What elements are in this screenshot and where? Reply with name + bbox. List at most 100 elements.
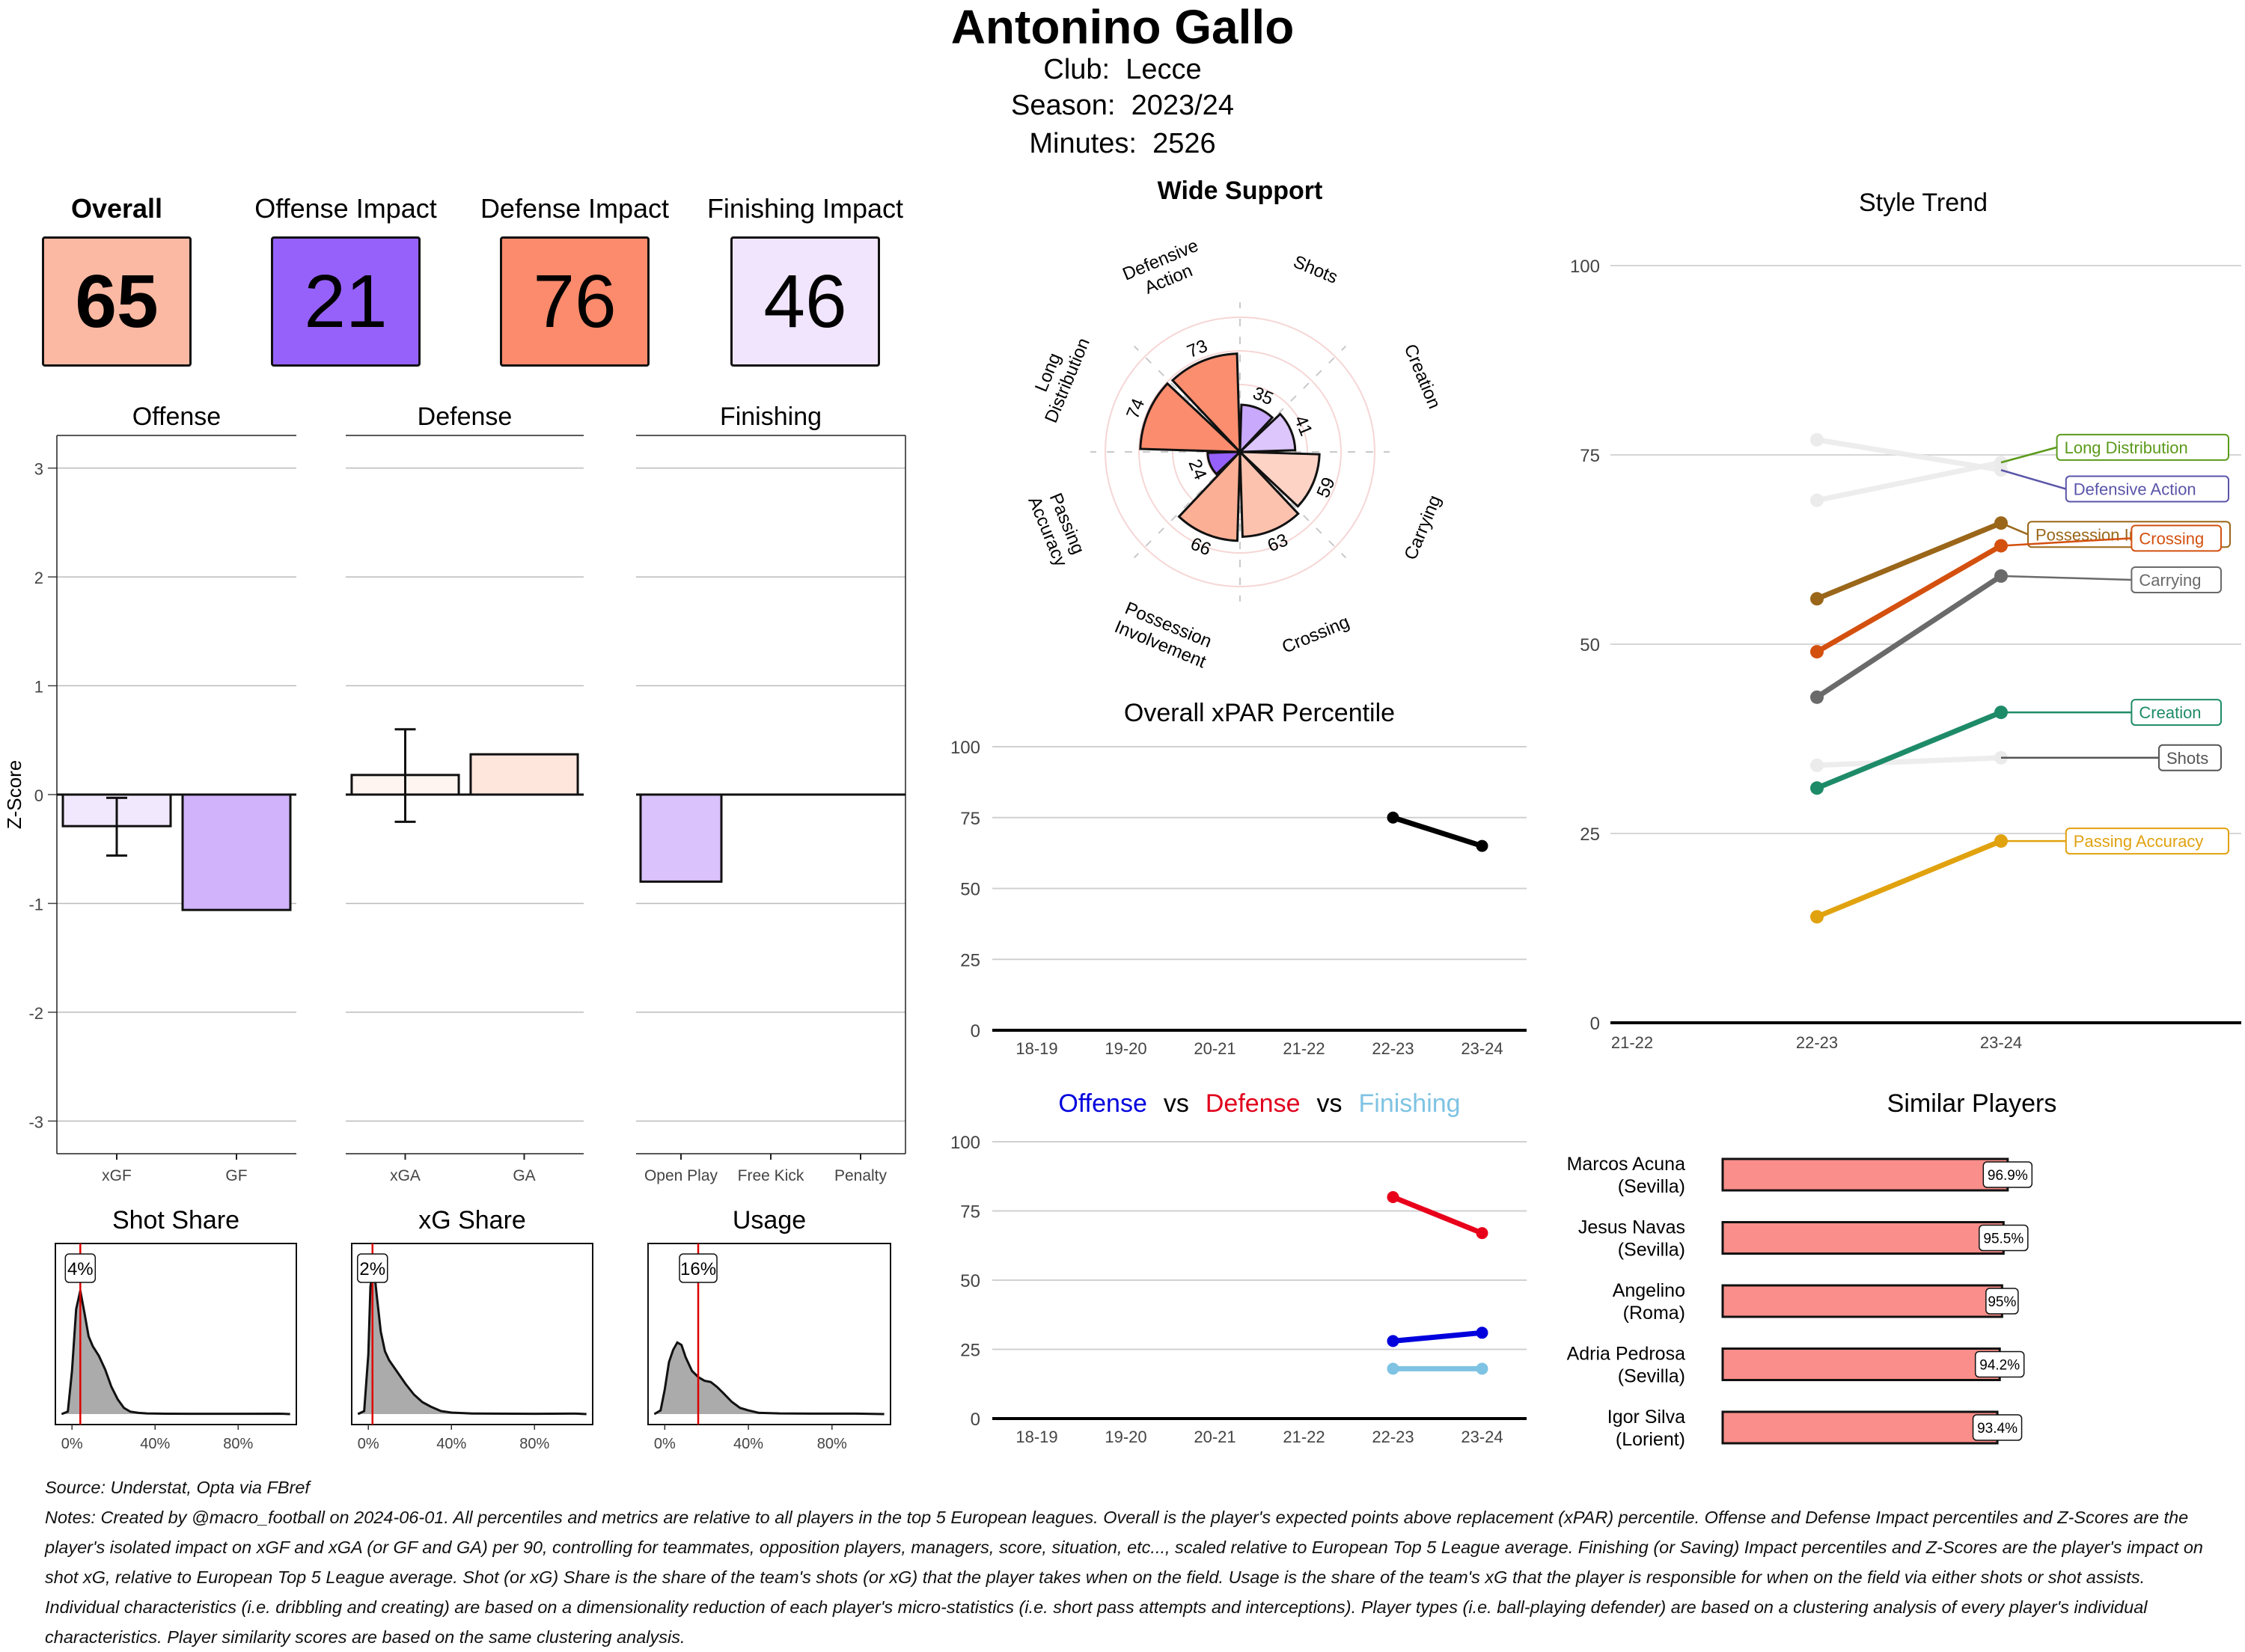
x-tick-label: 0%: [358, 1436, 379, 1452]
series-defensive-action: Defensive Action: [1810, 432, 2229, 503]
panel-border: [351, 1243, 593, 1425]
panel-title: Finishing: [720, 403, 822, 431]
y-tick-label: -1: [28, 895, 43, 914]
x-tick-label: 0%: [654, 1436, 676, 1452]
radar-category-label: DefensiveAction: [1120, 236, 1209, 305]
x-tick-label: 20-21: [1194, 1039, 1235, 1058]
radar-value-label: 59: [1313, 474, 1340, 501]
panel-title: Shot Share: [112, 1206, 239, 1235]
kpi-label: Offense Impact: [254, 193, 437, 224]
series-label: Carrying: [2139, 571, 2201, 590]
y-tick-label: 100: [950, 1133, 980, 1153]
x-tick-label: 40%: [436, 1436, 466, 1452]
y-tick-label: 1: [34, 678, 43, 697]
series-defense: [1387, 1191, 1488, 1240]
zscore-panel-defense: Defense xGA GA: [346, 403, 584, 1184]
density-panel-shot-share: Shot Share 4% 0% 40% 80%: [55, 1206, 297, 1452]
series-finishing: [1387, 1362, 1488, 1375]
similarity-label: 95%: [1988, 1294, 2016, 1310]
series-label-box: [2065, 475, 2229, 503]
label-connector: [2000, 521, 2029, 536]
player-club: (Sevilla): [1618, 1176, 1685, 1197]
style-trend-chart: Style Trend 0 25 50 75 100 21-22 22-23 23-24 Defe…: [1570, 189, 2241, 1052]
radar-category-label: PossessionInvolvement: [1111, 597, 1217, 672]
x-tick-label: 23-24: [1461, 1039, 1503, 1058]
x-tick-label: Free Kick: [738, 1167, 804, 1184]
radar-bar-crossing: [1238, 449, 1300, 538]
similarity-bar: [1721, 1157, 2009, 1192]
radar-bar-defensive-action: [1170, 352, 1241, 455]
x-tick-label: 21-22: [1283, 1428, 1325, 1446]
density-panel-xg-share: xG Share 2% 0% 40% 80%: [351, 1206, 593, 1452]
kpi-value: 46: [730, 236, 880, 367]
kpi-value: 21: [271, 236, 421, 367]
series-label-box: [2158, 744, 2222, 771]
kpi-label: Defense Impact: [480, 193, 670, 224]
player-club: (Roma): [1623, 1303, 1685, 1324]
data-point: [1387, 1335, 1399, 1347]
y-tick-label: 100: [1570, 257, 1600, 277]
y-tick-label: 50: [1580, 635, 1600, 655]
title-part-defense: Defense: [1206, 1089, 1301, 1118]
series-label: Creation: [2139, 703, 2201, 722]
x-tick-label: xGA: [390, 1167, 421, 1184]
x-tick-label: 0%: [61, 1436, 83, 1452]
series-line: [1816, 755, 2002, 768]
kpi-value: 76: [500, 236, 650, 367]
player-name: Adria Pedrosa: [1567, 1344, 1686, 1365]
x-tick-label: 40%: [733, 1436, 763, 1452]
y-tick-label: 50: [960, 1271, 980, 1291]
x-tick-label: GF: [225, 1167, 247, 1184]
radar-value-label: 24: [1184, 456, 1210, 483]
series-label-box: [2056, 433, 2229, 461]
x-tick-label: 18-19: [1015, 1039, 1057, 1058]
zscore-chart: Z-Score -3 -2 -1 0 1 2 3 Offense xGF GF Defense xGA G…: [3, 403, 906, 1184]
x-tick-label: Open Play: [644, 1167, 718, 1184]
series-line: [1815, 709, 2003, 791]
y-tick-label: 75: [960, 809, 980, 829]
series-label: Defensive Action: [2074, 480, 2196, 499]
radar-value-label: 41: [1290, 413, 1316, 439]
title-part-vs: vs: [1164, 1089, 1189, 1118]
club-label: Club:: [1043, 54, 1111, 85]
title-part-vs: vs: [1317, 1089, 1343, 1118]
radar-category-label: LongDistribution: [1021, 327, 1094, 426]
season-line: Season: 2023/24: [0, 88, 2245, 123]
data-point: [1810, 910, 1824, 924]
series-line: [1392, 815, 1483, 848]
similarity-label-box: [1985, 1288, 2019, 1315]
title-part-finishing: Finishing: [1359, 1089, 1461, 1118]
y-tick-label: 25: [1580, 825, 1600, 845]
similarity-label-box: [1982, 1161, 2033, 1188]
label-connector: [2000, 537, 2132, 547]
similarity-label: 93.4%: [1977, 1421, 2018, 1437]
y-tick-label: -3: [28, 1113, 43, 1131]
series-label-box: [2065, 827, 2229, 855]
club-line: Club: Lecce: [0, 52, 2245, 87]
density-area: [654, 1342, 885, 1414]
player-name: Marcos Acuna: [1567, 1154, 1686, 1175]
x-tick-label: 20-21: [1194, 1428, 1235, 1446]
minutes-label: Minutes:: [1029, 128, 1137, 159]
radar-gridcircle: [1138, 350, 1342, 554]
similarity-bar: [1721, 1347, 2001, 1381]
series-passing-accuracy: Passing Accuracy: [1810, 827, 2229, 924]
x-tick-label: 22-23: [1796, 1033, 1838, 1052]
radar-category-line: Creation: [1400, 341, 1445, 412]
panel-title: Defense: [418, 403, 513, 431]
data-point: [1810, 758, 1824, 772]
offense-defense-finishing-chart: Offense vs Defense vs Finishing 0 25 50 75 100 18-…: [950, 1089, 1527, 1446]
player-club: (Sevilla): [1618, 1366, 1685, 1387]
similar-player-row: Adria Pedrosa(Sevilla) 94.2%: [1567, 1344, 2025, 1387]
value-label-box: [679, 1253, 718, 1283]
data-point: [1810, 690, 1824, 704]
similarity-bar: [1721, 1221, 2005, 1255]
density-area: [358, 1264, 587, 1414]
series-line: [1815, 520, 2003, 602]
radar-bar-possession-involvement: [1177, 449, 1241, 542]
panel-border: [55, 1243, 297, 1425]
y-tick-label: 0: [971, 1021, 980, 1041]
series-label-box: [2131, 699, 2223, 726]
kpi-value: 65: [42, 236, 192, 367]
